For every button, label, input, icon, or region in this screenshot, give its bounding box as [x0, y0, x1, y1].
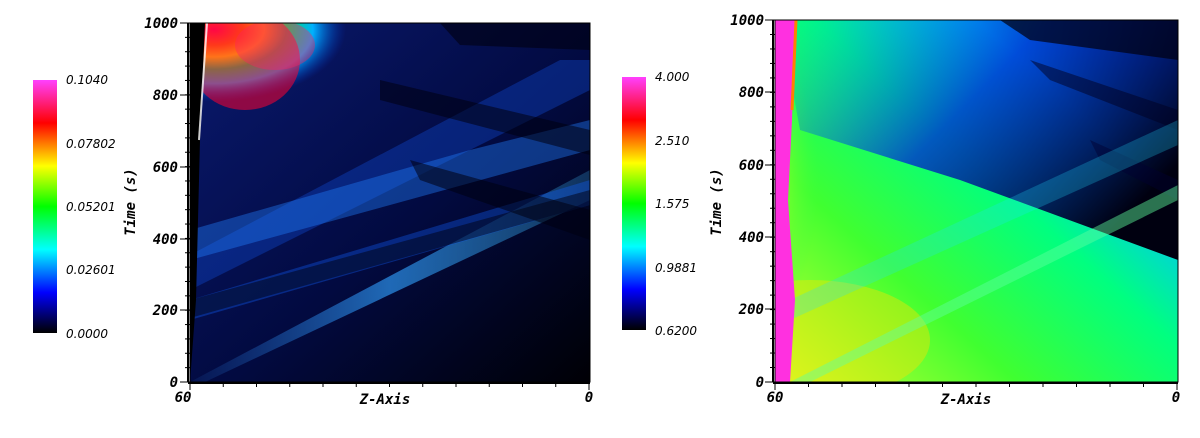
colorbar-left-tick-3: 0.02601: [66, 263, 116, 277]
y-tick-label-left-400: 400: [153, 232, 178, 248]
colorbar-left-tick-2: 0.05201: [66, 200, 116, 214]
y-axis-left: 0 200 400 600 800 1000 Time (s): [123, 16, 190, 391]
colorbar-right-tick-2: 1.575: [655, 197, 689, 211]
colorbar-left-tick-1: 0.07802: [66, 137, 116, 151]
x-tick-label-right-60: 60: [767, 390, 784, 406]
y-axis-title-left: Time (s): [123, 168, 139, 235]
y-axis-title-right: Time (s): [709, 168, 725, 235]
y-tick-label-right-800: 800: [739, 85, 764, 101]
heatmap-left: [189, 22, 591, 383]
y-tick-label-right-600: 600: [739, 158, 764, 174]
heatmap-right: [774, 19, 1179, 383]
y-tick-label-left-200: 200: [152, 303, 178, 319]
y-tick-label-left-800: 800: [153, 88, 178, 104]
colorbar-right: 4.000 2.510 1.575 0.9881 0.6200: [622, 70, 697, 338]
colorbar-right-tick-3: 0.9881: [655, 261, 697, 275]
y-tick-label-right-1000: 1000: [730, 13, 764, 29]
x-axis-title-right: Z-Axis: [940, 392, 992, 408]
x-axis-title-left: Z-Axis: [359, 392, 411, 408]
colorbar-right-tick-1: 2.510: [655, 134, 690, 148]
colorbar-left-tick-0: 0.1040: [66, 73, 108, 87]
y-tick-label-left-600: 600: [153, 160, 178, 176]
minor-ticks: [185, 19, 1178, 387]
y-tick-label-right-0: 0: [756, 375, 764, 391]
x-tick-label-left-0: 0: [585, 390, 593, 406]
x-axis-left: 60 0 Z-Axis: [175, 382, 593, 408]
y-axis-right: 0 200 400 600 800 1000 Time (s): [709, 13, 775, 391]
x-tick-label-right-0: 0: [1172, 390, 1180, 406]
x-tick-label-left-60: 60: [175, 390, 192, 406]
colorbar-left-tick-4: 0.0000: [66, 327, 108, 341]
x-axis-right: 60 0 Z-Axis: [767, 382, 1180, 408]
colorbar-right-tick-0: 4.000: [655, 70, 690, 84]
y-tick-label-right-200: 200: [738, 302, 764, 318]
y-tick-label-left-0: 0: [170, 375, 178, 391]
colorbar-left: 0.1040 0.07802 0.05201 0.02601 0.0000: [33, 73, 116, 341]
y-tick-label-left-1000: 1000: [144, 16, 178, 32]
colorbar-right-tick-4: 0.6200: [655, 324, 697, 338]
colorbar-right-gradient: [622, 77, 646, 330]
y-tick-label-right-400: 400: [739, 230, 764, 246]
colorbar-left-gradient: [33, 80, 57, 333]
